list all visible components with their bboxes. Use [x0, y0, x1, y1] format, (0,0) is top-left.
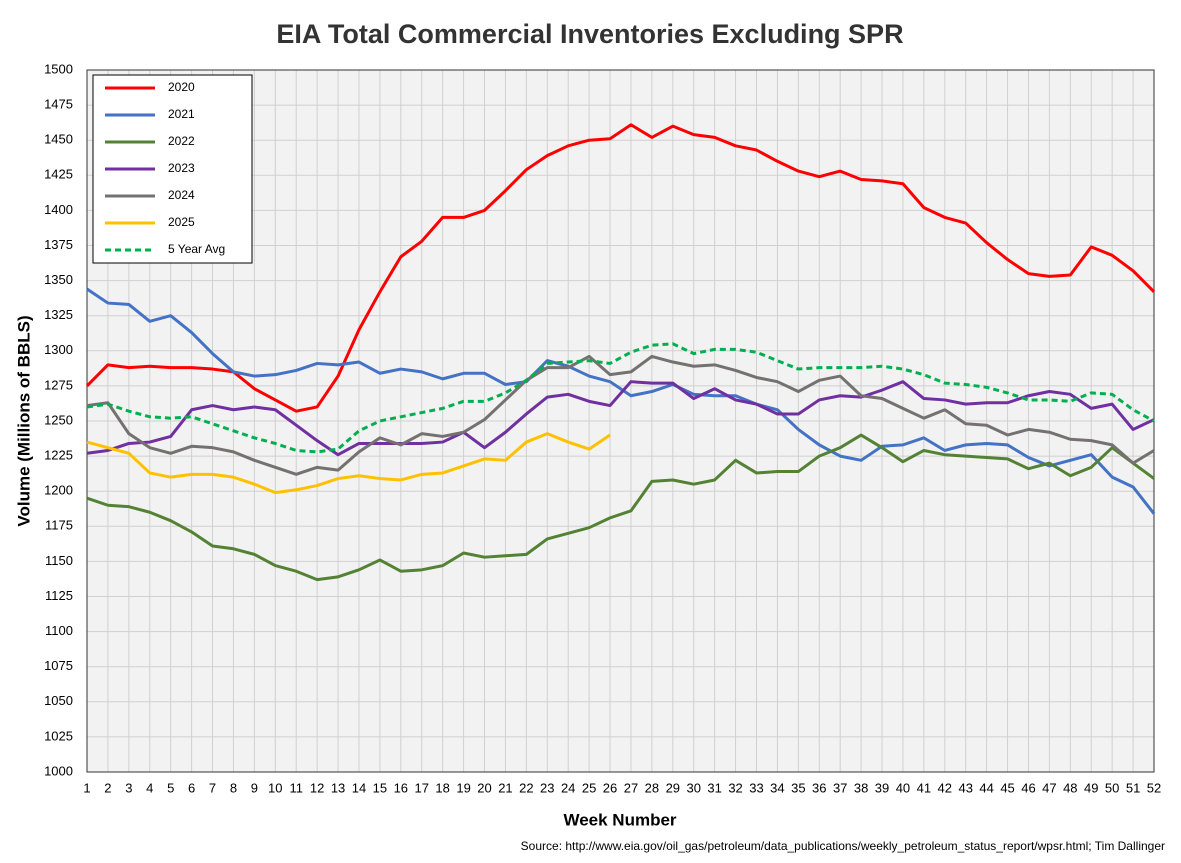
x-tick-label: 40: [896, 780, 910, 795]
x-tick-label: 36: [812, 780, 826, 795]
y-tick-label: 1450: [44, 132, 73, 147]
y-tick-label: 1050: [44, 693, 73, 708]
x-tick-label: 43: [958, 780, 972, 795]
x-tick-label: 31: [707, 780, 721, 795]
legend-label: 2024: [168, 188, 195, 202]
x-tick-label: 7: [209, 780, 216, 795]
x-tick-label: 37: [833, 780, 847, 795]
x-tick-label: 24: [561, 780, 575, 795]
x-tick-label: 39: [875, 780, 889, 795]
legend-label: 5 Year Avg: [168, 242, 225, 256]
x-tick-label: 49: [1084, 780, 1098, 795]
y-tick-label: 1175: [45, 518, 73, 533]
x-tick-label: 50: [1105, 780, 1119, 795]
x-tick-label: 11: [289, 780, 303, 795]
x-tick-label: 42: [938, 780, 952, 795]
x-tick-label: 4: [146, 780, 153, 795]
x-tick-label: 1: [83, 780, 90, 795]
y-tick-label: 1350: [44, 272, 73, 287]
x-tick-label: 19: [456, 780, 470, 795]
x-tick-label: 34: [770, 780, 784, 795]
x-tick-label: 6: [188, 780, 195, 795]
y-tick-label: 1075: [44, 658, 73, 673]
x-tick-label: 27: [624, 780, 638, 795]
legend-label: 2025: [168, 215, 195, 229]
x-tick-label: 38: [854, 780, 868, 795]
legend-label: 2021: [168, 107, 195, 121]
y-tick-label: 1225: [44, 448, 73, 463]
x-tick-label: 41: [917, 780, 931, 795]
x-tick-label: 48: [1063, 780, 1077, 795]
x-tick-label: 22: [519, 780, 533, 795]
series-line: [86, 380, 1155, 457]
x-tick-label: 51: [1126, 780, 1140, 795]
series-line: [86, 354, 1155, 476]
legend-label: 2022: [168, 134, 195, 148]
y-tick-label: 1325: [44, 307, 73, 322]
x-tick-label: 33: [749, 780, 763, 795]
x-tick-label: 12: [310, 780, 324, 795]
x-tick-label: 18: [435, 780, 449, 795]
x-tick-label: 16: [394, 780, 408, 795]
x-tick-label: 14: [352, 780, 366, 795]
series-line: [86, 287, 1156, 515]
x-tick-label: 29: [666, 780, 680, 795]
y-tick-label: 1200: [44, 483, 73, 498]
y-tick-label: 1250: [44, 412, 73, 427]
y-tick-label: 1000: [44, 763, 73, 778]
x-tick-label: 9: [251, 780, 258, 795]
x-tick-label: 23: [540, 780, 554, 795]
x-tick-label: 32: [728, 780, 742, 795]
series-line: [86, 432, 611, 495]
legend-label: 2023: [168, 161, 195, 175]
y-tick-label: 1375: [44, 237, 73, 252]
chart-title: EIA Total Commercial Inventories Excludi…: [276, 19, 903, 49]
y-tick-label: 1475: [44, 97, 73, 112]
source: Source: http://www.eia.gov/oil_gas/petro…: [521, 839, 1165, 853]
x-tick-label: 20: [477, 780, 491, 795]
y-tick-label: 1100: [45, 623, 73, 638]
x-tick-label: 25: [582, 780, 596, 795]
x-tick-label: 28: [645, 780, 659, 795]
series-line: [85, 123, 1156, 413]
x-tick-label: 26: [603, 780, 617, 795]
x-tick-label: 15: [373, 780, 387, 795]
y-tick-label: 1150: [45, 553, 73, 568]
x-tick-label: 2: [104, 780, 111, 795]
series-line: [86, 433, 1155, 582]
y-tick-label: 1400: [44, 202, 73, 217]
y-tick-label: 1125: [45, 588, 73, 603]
x-axis-label: Week Number: [563, 810, 676, 829]
x-tick-label: 47: [1042, 780, 1056, 795]
y-tick-label: 1500: [44, 61, 73, 76]
y-tick-label: 1025: [44, 728, 73, 743]
y-axis-label: Volume (Millions of BBLS): [14, 315, 33, 526]
x-tick-label: 52: [1147, 780, 1161, 795]
series-line: [86, 342, 1155, 454]
legend-label: 2020: [168, 80, 195, 94]
y-tick-label: 1275: [44, 377, 73, 392]
x-tick-label: 10: [268, 780, 282, 795]
y-tick-label: 1425: [44, 167, 73, 182]
x-tick-label: 21: [498, 780, 512, 795]
y-tick-label: 1300: [44, 342, 73, 357]
x-tick-label: 5: [167, 780, 174, 795]
x-tick-label: 8: [230, 780, 237, 795]
x-tick-label: 30: [686, 780, 700, 795]
x-tick-label: 44: [979, 780, 993, 795]
x-tick-label: 3: [125, 780, 132, 795]
x-tick-label: 45: [1000, 780, 1014, 795]
x-tick-label: 46: [1021, 780, 1035, 795]
x-tick-label: 13: [331, 780, 345, 795]
x-tick-label: 35: [791, 780, 805, 795]
x-tick-label: 17: [415, 780, 429, 795]
